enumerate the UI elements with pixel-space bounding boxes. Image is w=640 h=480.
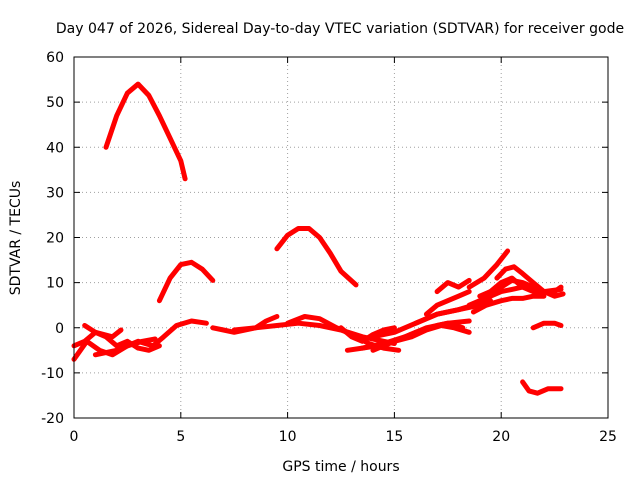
series-arc-1: [103, 81, 188, 182]
series-arc-7: [71, 327, 124, 349]
series-arc-3: [274, 226, 359, 288]
series-arc-23: [470, 293, 547, 315]
series-arc-9: [231, 320, 397, 346]
data-series: [71, 81, 566, 396]
series-arc-16: [413, 302, 476, 326]
series-arc-17: [423, 289, 472, 317]
series-arc-25: [530, 320, 564, 331]
y-tick-label: 30: [46, 185, 64, 201]
series-arc-6: [92, 336, 158, 358]
x-tick-label: 20: [492, 429, 510, 445]
series-arc-26: [520, 379, 564, 396]
y-tick-label: 20: [46, 231, 64, 247]
x-tick-label: 25: [599, 429, 617, 445]
chart-title: Day 047 of 2026, Sidereal Day-to-day VTE…: [56, 21, 624, 37]
x-tick-label: 15: [385, 429, 403, 445]
x-axis-label: GPS time / hours: [282, 459, 399, 475]
y-tick-label: -10: [41, 366, 64, 382]
x-tick-label: 0: [70, 429, 79, 445]
series-arc-21: [494, 264, 566, 299]
x-axis-ticks: 0 5 10 15 20 25: [70, 57, 617, 445]
y-tick-label: 60: [46, 50, 64, 66]
y-tick-label: 10: [46, 276, 64, 292]
series-arc-18: [434, 277, 472, 295]
y-axis-label: SDTVAR / TECUs: [8, 181, 24, 296]
series-arc-14: [370, 320, 466, 353]
x-tick-label: 10: [279, 429, 297, 445]
y-tick-label: -20: [41, 411, 64, 427]
series-arc-11: [338, 325, 397, 344]
y-axis-ticks: -20 -10 0 10 20 30 40 50 60: [41, 50, 608, 427]
y-tick-label: 50: [46, 95, 64, 111]
x-tick-label: 5: [176, 429, 185, 445]
y-tick-label: 0: [55, 321, 64, 337]
series-arc-24: [466, 284, 526, 308]
series-arc-2: [156, 259, 216, 304]
y-tick-label: 40: [46, 140, 64, 156]
grid: [74, 57, 608, 418]
series-arc-19: [466, 248, 511, 290]
series-arc-22: [488, 277, 564, 295]
